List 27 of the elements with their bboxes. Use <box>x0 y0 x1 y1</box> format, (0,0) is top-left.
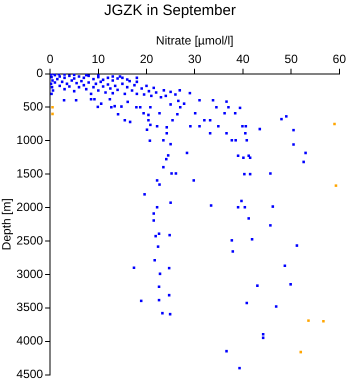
x-tick-label: 30 <box>188 52 202 66</box>
point <box>307 319 310 322</box>
point <box>51 106 54 109</box>
y-tick-label: 0 <box>36 66 44 80</box>
y-tick-label: 1000 <box>16 133 44 147</box>
y-tick-label: 4000 <box>16 334 44 348</box>
x-tick-label: 20 <box>140 52 154 66</box>
x-tick-label: 10 <box>92 52 106 66</box>
x-tick-label: 40 <box>236 52 250 66</box>
y-tick-label: 4500 <box>16 367 44 382</box>
chart-title: JGZK in September <box>104 2 236 20</box>
x-axis-title: Nitrate [µmol/l] <box>156 34 234 48</box>
x-tick-label: 50 <box>284 52 298 66</box>
point <box>322 320 325 323</box>
y-tick-label: 2000 <box>16 200 44 214</box>
point <box>299 350 302 354</box>
y-tick-label: 2500 <box>16 233 44 248</box>
y-tick-label: 500 <box>23 100 44 114</box>
y-tick-label: 3000 <box>16 266 44 281</box>
y-axis-title: Depth [m] <box>0 198 14 250</box>
y-tick-label: 1500 <box>16 166 44 180</box>
x-tick-label: 60 <box>332 52 346 66</box>
x-tick-label: 0 <box>46 52 54 66</box>
point <box>334 184 338 187</box>
point <box>333 122 336 126</box>
point <box>51 112 54 116</box>
y-tick-label: 3500 <box>16 300 44 314</box>
